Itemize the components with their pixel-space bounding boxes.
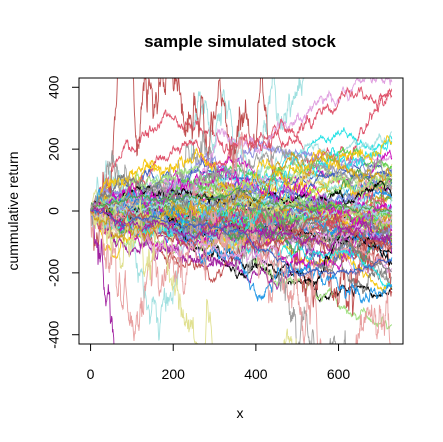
- x-axis: 0 200 400 600: [87, 343, 351, 382]
- series-line: [90, 209, 393, 278]
- series-line: [90, 202, 393, 267]
- series-line: [90, 204, 393, 252]
- y-axis-label: cummulative return: [5, 151, 21, 270]
- series-line: [90, 199, 297, 344]
- y-tick-label: 400: [46, 75, 62, 99]
- x-tick-label: 400: [244, 366, 268, 382]
- x-tick-label: 600: [327, 366, 351, 382]
- series-line: [90, 185, 393, 214]
- y-tick-label: 0: [46, 207, 62, 215]
- series-line: [90, 167, 393, 230]
- series-line: [90, 174, 393, 254]
- y-axis: -400 -200 0 200 400: [46, 75, 80, 349]
- x-axis-label: x: [237, 405, 244, 421]
- series-line: [90, 145, 393, 227]
- y-tick-label: -200: [46, 259, 62, 287]
- y-tick-label: -400: [46, 321, 62, 349]
- series-group: [90, 78, 393, 344]
- y-tick-label: 200: [46, 137, 62, 161]
- series-line: [90, 164, 393, 215]
- series-line: [90, 150, 393, 242]
- series-line: [90, 192, 393, 268]
- series-line: [90, 78, 393, 316]
- chart-title: sample simulated stock: [144, 32, 336, 51]
- series-line: [90, 210, 115, 344]
- x-tick-label: 200: [162, 366, 186, 382]
- x-tick-label: 0: [87, 366, 95, 382]
- series-line: [90, 131, 391, 344]
